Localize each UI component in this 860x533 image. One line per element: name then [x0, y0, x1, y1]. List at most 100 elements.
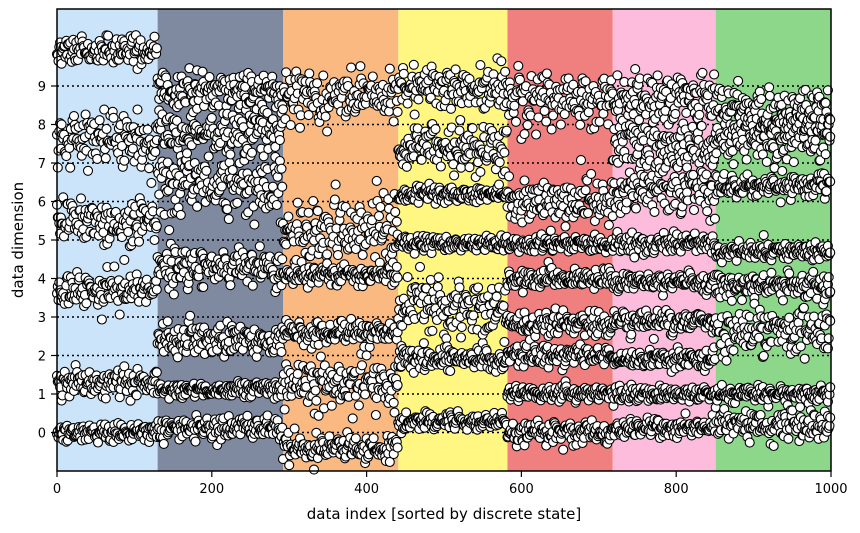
data-point [531, 129, 542, 140]
data-point [125, 395, 136, 406]
data-point [603, 220, 614, 231]
data-point [455, 332, 467, 343]
data-point [279, 404, 290, 415]
data-point [310, 385, 321, 396]
data-point [277, 104, 289, 115]
data-point [456, 322, 467, 333]
data-point [150, 146, 161, 157]
data-point [519, 175, 530, 186]
data-point [575, 119, 586, 130]
data-point [384, 63, 395, 74]
data-point [450, 64, 461, 75]
data-point [392, 379, 403, 391]
data-point [247, 280, 258, 291]
data-point [312, 78, 323, 89]
data-point [496, 56, 507, 67]
data-point [347, 413, 358, 424]
data-point [401, 161, 412, 172]
data-point [370, 409, 381, 421]
data-point [513, 60, 524, 71]
data-point [172, 352, 183, 363]
data-point [375, 201, 386, 213]
data-point [368, 433, 379, 444]
data-point [499, 336, 510, 347]
data-point [555, 119, 566, 130]
data-point [151, 284, 162, 295]
data-point [357, 249, 368, 261]
data-point [414, 261, 426, 272]
data-point [320, 111, 331, 122]
data-point [435, 161, 446, 172]
data-point [175, 209, 186, 220]
data-point [367, 71, 378, 82]
data-point [292, 368, 303, 379]
data-point [164, 225, 175, 236]
data-point [127, 143, 138, 154]
data-point [311, 395, 322, 406]
data-point [116, 140, 128, 152]
data-point [312, 206, 323, 217]
data-point [517, 287, 528, 298]
data-point [494, 157, 505, 168]
data-point [246, 147, 258, 158]
data-point [355, 61, 366, 72]
data-point [500, 66, 511, 77]
data-point [132, 104, 143, 115]
data-point [322, 249, 333, 260]
data-point [398, 68, 409, 79]
data-point [75, 193, 87, 204]
data-point [271, 199, 282, 211]
data-point [285, 120, 296, 131]
data-point [541, 68, 552, 79]
data-point [92, 437, 104, 448]
data-point [308, 196, 319, 207]
data-point [254, 241, 265, 252]
data-point [418, 338, 429, 349]
data-point [232, 197, 243, 208]
data-point [225, 280, 236, 291]
data-point [303, 110, 314, 121]
data-point [308, 464, 320, 475]
data-point [475, 166, 486, 177]
data-point [467, 123, 478, 134]
data-point [560, 221, 571, 232]
data-point [388, 397, 399, 408]
data-point [227, 164, 238, 176]
data-point [52, 162, 63, 173]
data-point [81, 298, 92, 309]
data-point [318, 70, 329, 81]
data-point [142, 124, 153, 135]
data-point [276, 346, 287, 358]
data-point [119, 254, 130, 265]
data-point [146, 177, 157, 188]
data-point [109, 261, 120, 272]
data-point [168, 289, 179, 300]
data-point [274, 135, 285, 146]
data-point [455, 162, 467, 173]
data-point [409, 109, 420, 120]
data-point [119, 361, 130, 372]
data-point [493, 179, 505, 190]
data-point [304, 68, 315, 79]
data-point [383, 106, 395, 117]
data-point [433, 272, 444, 283]
data-point [181, 148, 193, 159]
data-point [464, 162, 475, 173]
data-point [201, 165, 212, 176]
data-point [223, 214, 234, 225]
data-point [360, 389, 371, 400]
data-point [80, 109, 91, 120]
data-point [402, 272, 413, 283]
data-point [277, 254, 288, 265]
data-point [61, 151, 72, 162]
data-point [326, 400, 337, 411]
data-point [204, 71, 215, 83]
data-point [509, 100, 520, 111]
data-point [151, 221, 162, 232]
data-point [276, 163, 287, 174]
data-point [455, 114, 466, 126]
data-point [92, 153, 103, 164]
data-point [249, 219, 260, 230]
